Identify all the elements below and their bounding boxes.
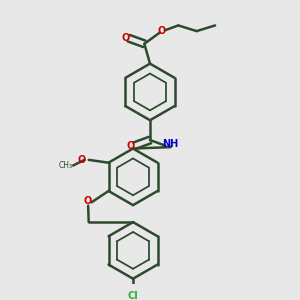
Text: Cl: Cl — [128, 291, 138, 300]
Text: CH₃: CH₃ — [59, 161, 73, 170]
Text: O: O — [77, 155, 86, 165]
Text: O: O — [83, 196, 92, 206]
Text: O: O — [126, 141, 134, 151]
Text: O: O — [157, 26, 165, 36]
Text: NH: NH — [163, 139, 179, 149]
Text: O: O — [122, 33, 130, 43]
